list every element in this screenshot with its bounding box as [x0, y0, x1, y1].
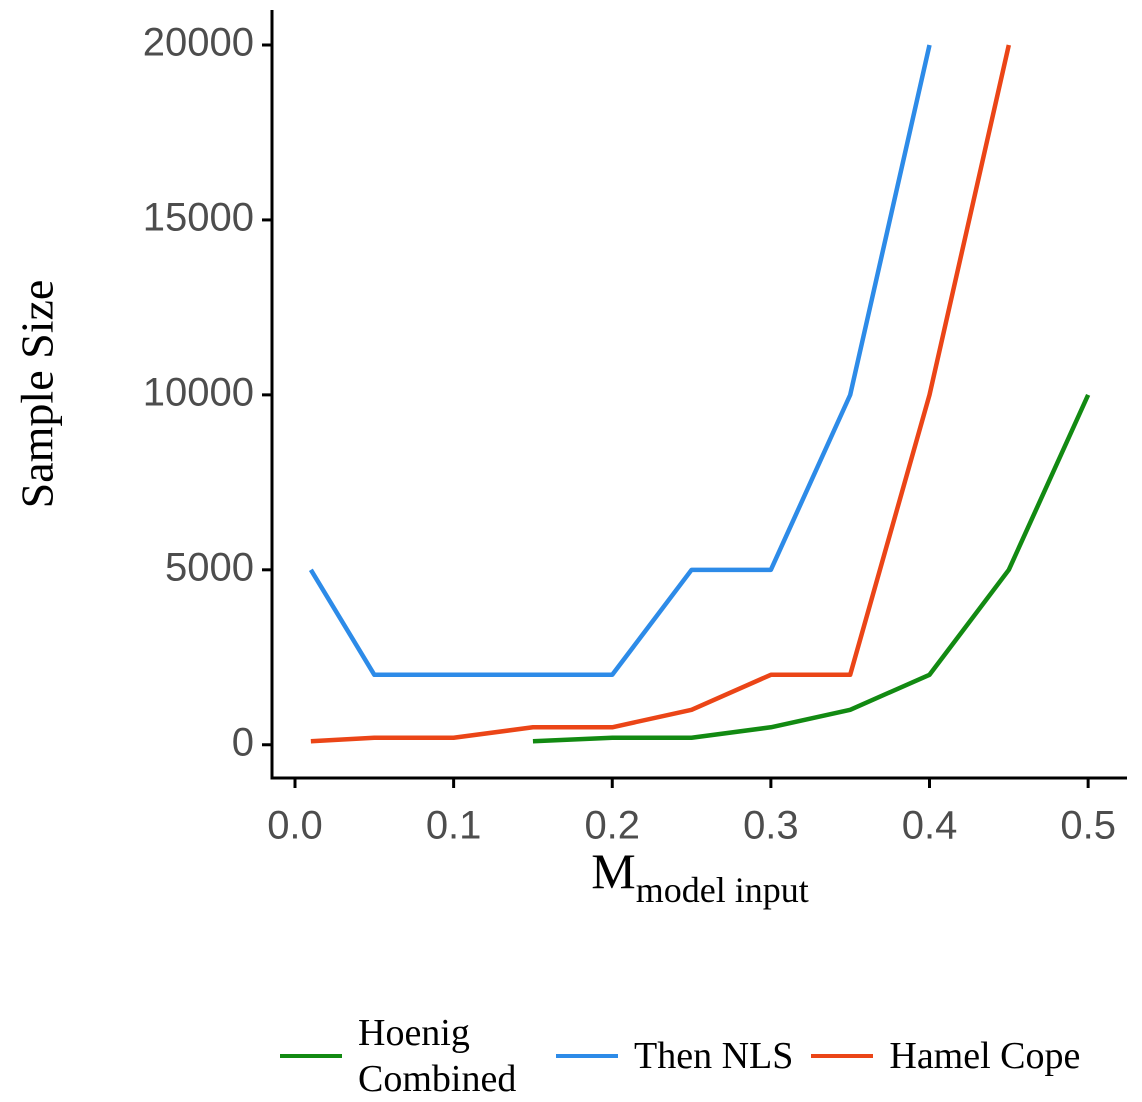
chart: Sample Size Mmodel input 0 5000 10000 15000… — [12, 10, 1127, 910]
x-tick-label: 0.0 — [267, 804, 323, 848]
line-series — [310, 44, 1012, 744]
x-tick-label: 0.2 — [584, 804, 640, 848]
y-axis-label: Sample Size — [12, 280, 63, 509]
x-tick-label: 0.4 — [902, 804, 958, 848]
x-axis-label-sub: model input — [636, 870, 809, 910]
line-series — [308, 44, 932, 678]
legend-key — [280, 1054, 342, 1058]
legend-key — [556, 1054, 618, 1058]
legend-label: Then NLS — [634, 1035, 794, 1077]
line-series — [532, 393, 1091, 744]
legend-item: Then NLS — [556, 1033, 793, 1079]
legend-key — [811, 1054, 874, 1058]
legend-label: Hamel Cope — [889, 1035, 1081, 1077]
x-axis-label-main: M — [591, 843, 635, 899]
y-tick-label: 0 — [232, 720, 254, 764]
legend-label: Hoenig Combined — [358, 1012, 517, 1100]
x-axis-label: Mmodel input — [591, 843, 808, 910]
legend-item: Hoenig Combined — [280, 1010, 538, 1102]
x-tick-label: 0.3 — [743, 804, 799, 848]
x-tick-label: 0.1 — [426, 804, 482, 848]
y-tick-label: 10000 — [143, 370, 254, 414]
y-tick-label: 15000 — [143, 195, 254, 239]
legend-item: Hamel Cope — [811, 1033, 1080, 1079]
y-tick-label: 20000 — [143, 21, 254, 65]
legend: Hoenig Combined Then NLS Hamel Cope — [280, 1010, 1098, 1102]
y-tick-label: 5000 — [165, 545, 254, 589]
x-tick-label: 0.5 — [1060, 804, 1116, 848]
